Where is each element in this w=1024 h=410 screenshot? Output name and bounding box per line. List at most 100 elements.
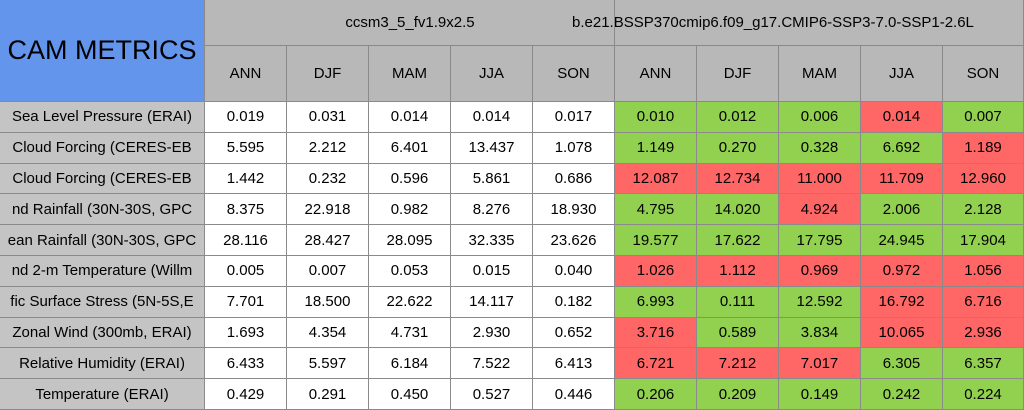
column-header: JJA bbox=[861, 46, 943, 102]
metric-value: 7.017 bbox=[779, 348, 861, 380]
metric-value: 0.012 bbox=[697, 102, 779, 133]
metric-value: 1.026 bbox=[615, 256, 697, 287]
metric-value: 6.357 bbox=[943, 348, 1024, 380]
column-header: SON bbox=[533, 46, 615, 102]
metric-value: 0.209 bbox=[697, 379, 779, 410]
metric-value: 22.918 bbox=[287, 194, 369, 226]
metric-value: 2.212 bbox=[287, 132, 369, 164]
column-header: DJF bbox=[697, 46, 779, 102]
group-header bbox=[205, 0, 615, 46]
metric-value: 0.040 bbox=[533, 256, 615, 287]
metric-value: 0.149 bbox=[779, 379, 861, 410]
metric-value: 12.592 bbox=[779, 286, 861, 318]
metric-value: 1.189 bbox=[943, 132, 1024, 164]
column-header: JJA bbox=[451, 46, 533, 102]
metric-value: 0.053 bbox=[369, 256, 451, 287]
row-label: Cloud Forcing (CERES-EB bbox=[0, 132, 205, 164]
metric-value: 17.795 bbox=[779, 225, 861, 256]
metric-value: 0.596 bbox=[369, 163, 451, 195]
metric-value: 2.128 bbox=[943, 194, 1024, 226]
metric-value: 3.716 bbox=[615, 317, 697, 349]
metric-value: 24.945 bbox=[861, 225, 943, 256]
metric-value: 19.577 bbox=[615, 225, 697, 256]
metric-value: 0.007 bbox=[943, 102, 1024, 133]
metric-value: 7.701 bbox=[205, 286, 287, 318]
metric-value: 6.413 bbox=[533, 348, 615, 380]
metric-value: 0.007 bbox=[287, 256, 369, 287]
metric-value: 0.010 bbox=[615, 102, 697, 133]
metric-value: 1.078 bbox=[533, 132, 615, 164]
metric-value: 0.232 bbox=[287, 163, 369, 195]
metric-value: 6.184 bbox=[369, 348, 451, 380]
metric-value: 5.597 bbox=[287, 348, 369, 380]
metric-value: 13.437 bbox=[451, 132, 533, 164]
metric-value: 0.242 bbox=[861, 379, 943, 410]
group-title: b.e21.BSSP370cmip6.f09_g17.CMIP6-SSP3-7.… bbox=[572, 14, 974, 31]
metric-value: 0.291 bbox=[287, 379, 369, 410]
row-label: fic Surface Stress (5N-5S,E bbox=[0, 286, 205, 318]
metric-value: 14.117 bbox=[451, 286, 533, 318]
metric-value: 0.019 bbox=[205, 102, 287, 133]
column-header: SON bbox=[943, 46, 1024, 102]
metric-value: 11.000 bbox=[779, 163, 861, 195]
column-header: MAM bbox=[779, 46, 861, 102]
group-header bbox=[615, 0, 1024, 46]
metric-value: 0.446 bbox=[533, 379, 615, 410]
metric-value: 4.924 bbox=[779, 194, 861, 226]
metric-value: 0.686 bbox=[533, 163, 615, 195]
metric-value: 1.112 bbox=[697, 256, 779, 287]
metric-value: 5.595 bbox=[205, 132, 287, 164]
metric-value: 0.014 bbox=[369, 102, 451, 133]
metric-value: 0.111 bbox=[697, 286, 779, 318]
column-header: ANN bbox=[615, 46, 697, 102]
metric-value: 6.401 bbox=[369, 132, 451, 164]
row-label: Zonal Wind (300mb, ERAI) bbox=[0, 317, 205, 349]
metric-value: 2.930 bbox=[451, 317, 533, 349]
metric-value: 0.972 bbox=[861, 256, 943, 287]
metric-value: 14.020 bbox=[697, 194, 779, 226]
row-label: Temperature (ERAI) bbox=[0, 379, 205, 410]
metric-value: 18.930 bbox=[533, 194, 615, 226]
metric-value: 0.182 bbox=[533, 286, 615, 318]
metric-value: 6.305 bbox=[861, 348, 943, 380]
metric-value: 6.716 bbox=[943, 286, 1024, 318]
metric-value: 1.149 bbox=[615, 132, 697, 164]
metric-value: 0.014 bbox=[451, 102, 533, 133]
metric-value: 6.692 bbox=[861, 132, 943, 164]
metric-value: 12.960 bbox=[943, 163, 1024, 195]
metric-value: 1.442 bbox=[205, 163, 287, 195]
metric-value: 0.224 bbox=[943, 379, 1024, 410]
metric-value: 0.589 bbox=[697, 317, 779, 349]
metric-value: 4.731 bbox=[369, 317, 451, 349]
metric-value: 28.427 bbox=[287, 225, 369, 256]
group-title: ccsm3_5_fv1.9x2.5 bbox=[345, 14, 475, 31]
metric-value: 1.693 bbox=[205, 317, 287, 349]
metric-value: 7.212 bbox=[697, 348, 779, 380]
metric-value: 2.006 bbox=[861, 194, 943, 226]
row-label: nd Rainfall (30N-30S, GPC bbox=[0, 194, 205, 226]
metric-value: 12.734 bbox=[697, 163, 779, 195]
metric-value: 4.795 bbox=[615, 194, 697, 226]
row-label: Sea Level Pressure (ERAI) bbox=[0, 102, 205, 133]
metric-value: 16.792 bbox=[861, 286, 943, 318]
row-label: Relative Humidity (ERAI) bbox=[0, 348, 205, 380]
column-header: MAM bbox=[369, 46, 451, 102]
metric-value: 17.622 bbox=[697, 225, 779, 256]
metric-value: 0.527 bbox=[451, 379, 533, 410]
metric-value: 17.904 bbox=[943, 225, 1024, 256]
row-label: ean Rainfall (30N-30S, GPC bbox=[0, 225, 205, 256]
metric-value: 7.522 bbox=[451, 348, 533, 380]
metric-value: 0.270 bbox=[697, 132, 779, 164]
metric-value: 0.206 bbox=[615, 379, 697, 410]
row-label: nd 2-m Temperature (Willm bbox=[0, 256, 205, 287]
metric-value: 0.969 bbox=[779, 256, 861, 287]
metric-value: 0.328 bbox=[779, 132, 861, 164]
metric-value: 0.450 bbox=[369, 379, 451, 410]
metric-value: 0.982 bbox=[369, 194, 451, 226]
metric-value: 11.709 bbox=[861, 163, 943, 195]
metric-value: 6.993 bbox=[615, 286, 697, 318]
metric-value: 2.936 bbox=[943, 317, 1024, 349]
metric-value: 1.056 bbox=[943, 256, 1024, 287]
metric-value: 0.005 bbox=[205, 256, 287, 287]
